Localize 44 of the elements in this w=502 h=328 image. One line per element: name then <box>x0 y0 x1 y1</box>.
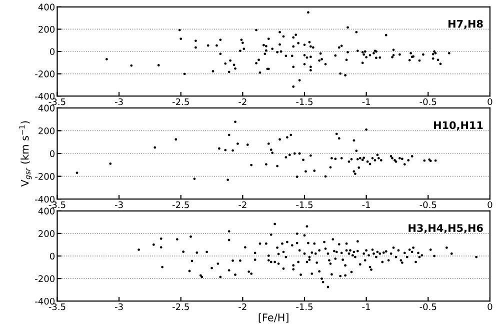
annotation: H3,H4,H5,H6 <box>408 224 483 234</box>
x-tick-label: -1 <box>362 303 370 310</box>
x-tick-label: -3.5 <box>48 201 66 208</box>
y-tick-label: 400 <box>38 208 55 214</box>
y-axis-title: V$_{gsr}$ (km s$^{−1}$) <box>19 121 32 187</box>
y-tick-label: -400 <box>35 196 55 203</box>
y-tick-label: -200 <box>35 173 55 180</box>
y-tick-label: 400 <box>38 104 55 112</box>
x-tick-label: -2.5 <box>172 98 189 106</box>
x-tick-label: -2 <box>238 303 246 310</box>
x-tick-label: -0.5 <box>420 201 436 208</box>
x-tick-label: -3 <box>114 303 123 310</box>
y-tick-label: -200 <box>35 275 55 282</box>
x-tick-label: 0 <box>488 201 492 208</box>
annotation: H10,H11 <box>434 121 483 131</box>
x-tick-label: -3 <box>114 98 123 106</box>
y-tick-label: 200 <box>38 230 55 238</box>
x-tick-label: -1 <box>362 201 370 208</box>
y-tick-label: 0 <box>50 150 55 158</box>
y-tick-label: -200 <box>35 70 55 78</box>
y-tick-label: 0 <box>50 48 55 56</box>
y-tick-label: 200 <box>38 26 55 33</box>
y-tick-label: 200 <box>38 127 55 134</box>
x-tick-label: -3.5 <box>48 303 66 310</box>
x-tick-label: -1.5 <box>296 303 313 310</box>
y-tick-label: -400 <box>35 92 55 100</box>
x-tick-label: -2.5 <box>172 201 189 208</box>
x-tick-label: -2 <box>238 201 246 208</box>
x-tick-label: -0.5 <box>420 98 436 106</box>
x-tick-label: -2.5 <box>172 303 189 310</box>
x-tick-label: -3 <box>114 201 123 208</box>
x-tick-label: -1 <box>362 98 370 106</box>
x-tick-label: -0.5 <box>420 303 436 310</box>
y-tick-label: 400 <box>38 4 55 10</box>
x-tick-label: -3.5 <box>48 98 66 106</box>
x-tick-label: 0 <box>488 98 492 106</box>
y-tick-label: -400 <box>35 298 55 305</box>
x-axis-title: [Fe/H] <box>258 313 288 323</box>
y-tick-label: 0 <box>50 252 55 260</box>
annotation: H7,H8 <box>448 20 483 30</box>
x-tick-label: -2 <box>238 98 246 106</box>
x-tick-label: -1.5 <box>296 201 313 208</box>
x-tick-label: 0 <box>488 303 492 310</box>
x-tick-label: -1.5 <box>296 98 313 106</box>
